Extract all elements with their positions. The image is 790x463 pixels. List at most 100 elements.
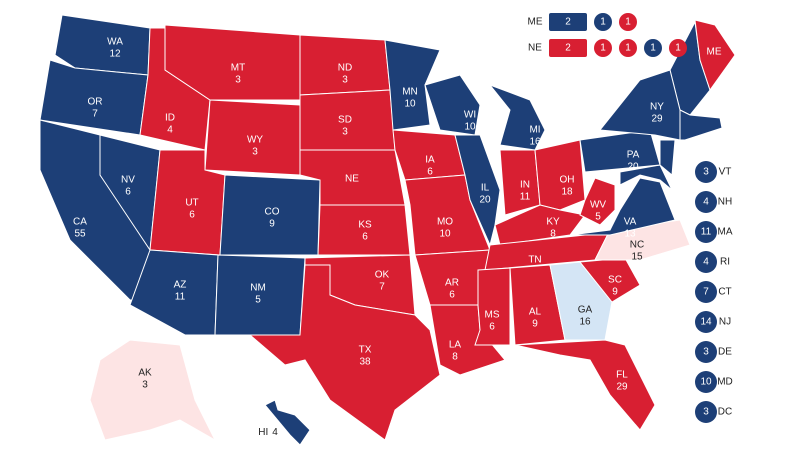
state-abbr: HI [258,427,268,438]
at-large-box [549,13,587,31]
state-label: HI 4 [258,427,278,438]
district-badge [669,39,687,57]
state-shape [599,69,681,141]
state-votes: 20 [627,162,639,173]
state-votes: 55 [74,229,86,240]
state-shape [248,264,441,441]
state-shape [579,129,661,173]
district-votes: 1 [625,43,631,54]
small-state-votes: 7 [703,287,709,298]
split-state-abbr: ME [528,17,543,28]
state-abbr: OH [560,175,575,186]
state-votes: 10 [404,99,416,110]
state-votes: 12 [109,49,121,60]
district-badge [644,39,662,57]
small-state-votes: 10 [700,377,712,388]
district-votes: 1 [650,43,656,54]
small-state-badge [695,251,717,273]
state-votes: 6 [489,322,495,333]
small-state-badge [695,191,717,213]
state-shape [579,177,616,226]
state-abbr: NE [345,174,359,185]
state-abbr: NY [650,102,664,113]
state-abbr: PA [627,150,640,161]
state-votes: 7 [379,282,385,293]
district-votes: 1 [625,17,631,28]
state-shape [424,74,481,136]
small-state-abbr: DE [718,347,732,358]
district-badge [619,13,637,31]
state-abbr: NV [121,175,135,186]
state-abbr: VA [624,217,637,228]
state-shape [129,249,219,336]
state-votes: 6 [427,167,433,178]
small-state-abbr: MD [717,377,733,388]
state-votes: 29 [616,382,628,393]
state-shape [89,339,217,442]
state-abbr: SC [608,275,622,286]
state-votes: 16 [529,137,541,148]
state-abbr: NM [250,283,266,294]
district-votes: 1 [600,43,606,54]
state-shape [569,177,676,236]
state-votes: 15 [631,252,643,263]
small-state-votes: 3 [703,167,709,178]
state-votes: 8 [452,352,458,363]
state-shape [384,39,441,131]
state-shape [454,134,501,247]
district-votes: 1 [600,17,606,28]
state-votes: 9 [532,319,538,330]
state-votes: 8 [550,229,556,240]
split-state-abbr: NE [528,43,542,54]
state-votes: 6 [449,290,455,301]
state-shape [549,261,613,341]
state-abbr: MN [402,87,418,98]
state-votes: 11 [520,192,531,203]
state-abbr: WI [464,110,476,121]
state-abbr: AL [529,307,542,318]
state-votes: 3 [342,127,348,138]
state-abbr: IA [425,155,435,166]
state-votes: 6 [189,210,195,221]
small-state-votes: 3 [703,407,709,418]
at-large-box [549,39,587,57]
state-shape [514,339,656,431]
state-votes: 6 [125,187,131,198]
state-abbr: WV [590,200,606,211]
small-state-badge [695,281,717,303]
small-state-abbr: NH [718,197,732,208]
state-abbr: NC [630,240,644,251]
state-abbr: TN [528,255,541,266]
state-votes: 20 [479,195,491,206]
state-shape [164,24,301,101]
district-badge [594,39,612,57]
state-abbr: IN [520,180,530,191]
state-abbr: TX [359,345,372,356]
state-votes: 9 [269,219,275,230]
state-votes: 3 [342,75,348,86]
at-large-votes: 2 [565,17,571,28]
state-abbr: OR [88,97,103,108]
small-state-abbr: RI [720,257,730,268]
state-shape [474,267,511,346]
state-votes: 3 [142,380,148,391]
state-votes: 10 [439,229,451,240]
state-votes: 16 [579,317,591,328]
state-abbr: ND [338,63,352,74]
small-state-badge [695,371,717,393]
small-state-votes: 4 [703,197,709,208]
state-votes: 18 [561,187,573,198]
small-state-votes: 4 [703,257,709,268]
state-votes: 6 [362,232,368,243]
state-abbr: WY [247,135,263,146]
small-state-votes: 14 [700,317,712,328]
state-abbr: OK [375,270,390,281]
small-state-badge [695,341,717,363]
small-state-badge [695,311,717,333]
state-votes: 4 [272,427,278,438]
small-state-abbr: DC [718,407,732,418]
state-abbr: ID [165,113,175,124]
state-abbr: KY [546,217,560,228]
state-votes: 11 [175,292,186,303]
